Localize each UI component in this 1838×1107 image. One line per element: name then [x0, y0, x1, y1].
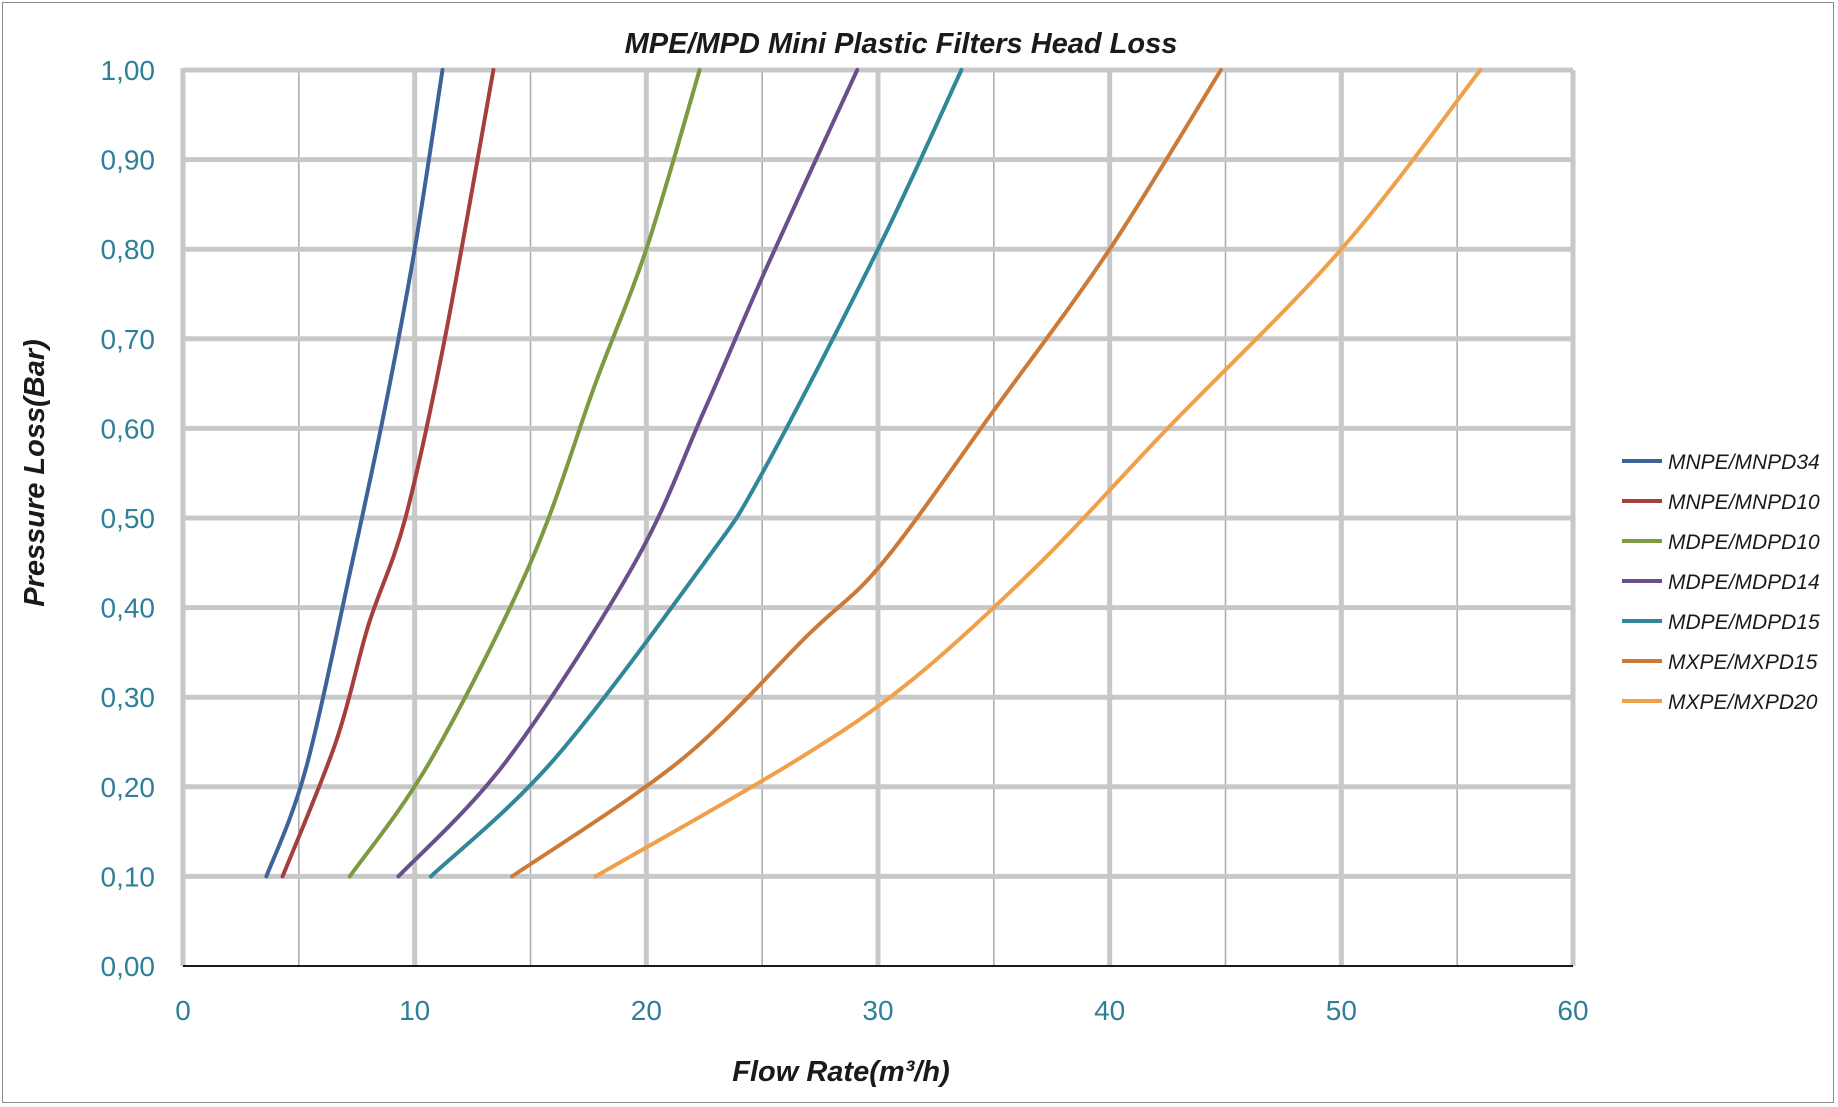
y-tick-label: 1,00 — [101, 55, 156, 86]
y-tick-label: 0,50 — [101, 503, 156, 534]
series-lines — [264, 68, 1483, 879]
legend-label-mnpe-mnpd10: MNPE/MNPD10 — [1668, 491, 1820, 514]
legend-label-mdpe-mdpd10: MDPE/MDPD10 — [1668, 531, 1820, 554]
y-tick-label: 0,90 — [101, 145, 156, 176]
x-axis-label: Flow Rate(m³/h) — [732, 1056, 950, 1088]
series-line-mdpe-mdpd10 — [347, 68, 702, 879]
legend: MNPE/MNPD34 MNPE/MNPD10 MDPE/MDPD10 MDPE/MD… — [1622, 451, 1820, 714]
y-tick-label: 0,30 — [101, 682, 156, 713]
legend-label-mdpe-mdpd14: MDPE/MDPD14 — [1668, 571, 1820, 594]
x-tick-label: 10 — [399, 995, 430, 1026]
series-line-mxpe-mxpd20 — [593, 68, 1483, 879]
series-line-mnpe-mnpd10 — [280, 68, 496, 879]
series-line-mdpe-mdpd15 — [428, 68, 964, 879]
axes — [180, 68, 1573, 967]
y-tick-label: 0,80 — [101, 234, 156, 265]
y-axis-label: Pressure Loss(Bar) — [19, 339, 51, 607]
series-line-mxpe-mxpd15 — [510, 68, 1223, 879]
x-tick-label: 20 — [631, 995, 662, 1026]
x-tick-label: 50 — [1326, 995, 1357, 1026]
legend-label-mdpe-mdpd15: MDPE/MDPD15 — [1668, 611, 1820, 634]
grid-lines — [183, 67, 1576, 966]
y-tick-label: 0,70 — [101, 324, 156, 355]
legend-label-mxpe-mxpd20: MXPE/MXPD20 — [1668, 691, 1818, 714]
y-tick-label: 0,00 — [101, 951, 156, 982]
x-tick-label: 30 — [862, 995, 893, 1026]
legend-label-mnpe-mnpd34: MNPE/MNPD34 — [1668, 451, 1820, 474]
y-tick-label: 0,60 — [101, 413, 156, 444]
x-tick-label: 0 — [175, 995, 191, 1026]
x-tick-label: 40 — [1094, 995, 1125, 1026]
series-line-mdpe-mdpd14 — [396, 68, 860, 879]
legend-label-mxpe-mxpd15: MXPE/MXPD15 — [1668, 651, 1818, 674]
chart-title: MPE/MPD Mini Plastic Filters Head Loss — [625, 28, 1178, 60]
series-line-mnpe-mnpd34 — [264, 68, 445, 879]
y-tick-label: 0,40 — [101, 593, 156, 624]
tick-labels: 0 10 20 30 40 50 60 0,00 0,10 0,20 0,30 0,40 0,50 0,6… — [101, 55, 1589, 1026]
x-tick-label: 60 — [1557, 995, 1588, 1026]
head-loss-chart: MPE/MPD Mini Plastic Filters Head Loss 0… — [19, 28, 1820, 1088]
y-tick-label: 0,10 — [101, 861, 156, 892]
y-tick-label: 0,20 — [101, 772, 156, 803]
